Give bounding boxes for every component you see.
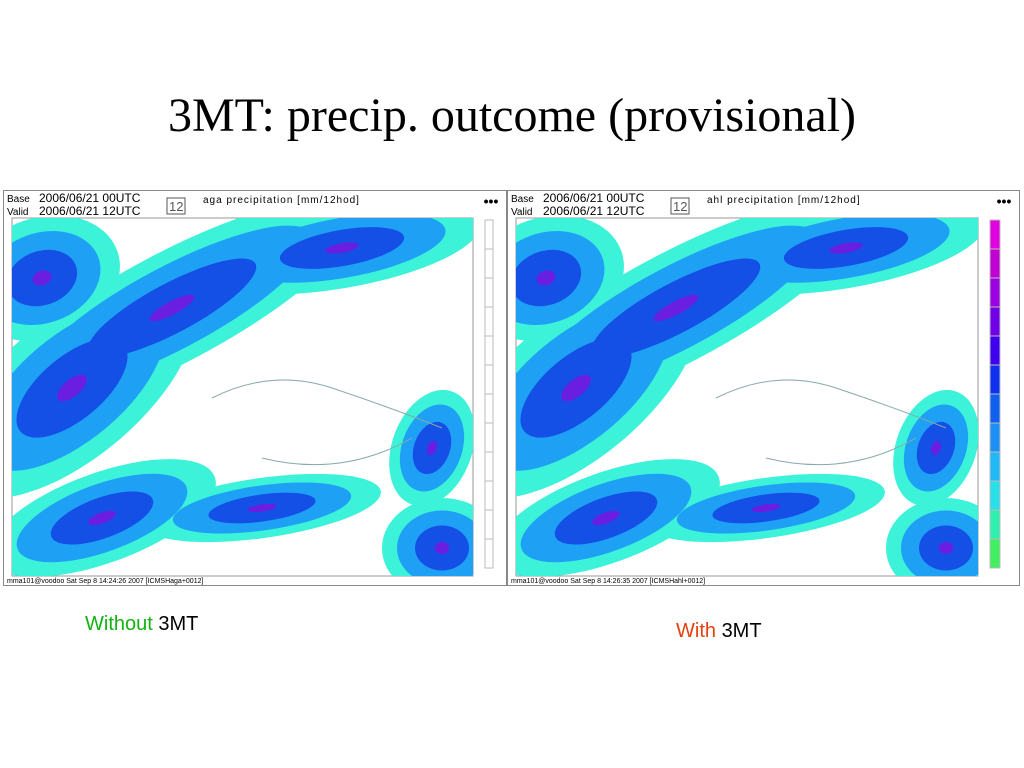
field-name: ahl precipitation [mm/12hod] [707,195,861,206]
field-name: aga precipitation [mm/12hod] [203,195,360,206]
legend-swatch [989,335,1001,366]
precip-contour [938,542,954,554]
legend-swatch [989,277,1001,308]
legend-swatch [989,451,1001,482]
base-label: Base [7,194,30,205]
legend-swatch [484,480,494,511]
legend-swatch [989,393,1001,424]
precip-contour [57,374,87,402]
precip-contour [592,510,620,526]
base-date: 2006/06/21 00UTC [39,191,141,205]
legend-swatch [484,219,494,250]
legend-swatch [484,393,494,424]
valid-date: 2006/06/21 12UTC [543,204,645,218]
precip-contour [930,441,942,455]
precip-contour [247,503,277,513]
legend-swatch [484,335,494,366]
precip-contour [561,374,591,402]
valid-label: Valid [7,207,29,218]
footer: mma101@voodoo Sat Sep 8 14:24:26 2007 [I… [7,578,203,585]
legend-swatch [989,306,1001,337]
legend-swatch [484,306,494,337]
caption-suffix: 3MT [158,613,199,635]
precip-field [12,218,473,576]
legend-swatch [484,248,494,279]
legend-swatch [989,538,1001,569]
footer: mma101@voodoo Sat Sep 8 14:26:35 2007 [I… [511,578,705,585]
caption-suffix: 3MT [721,620,762,642]
precip-contour [88,510,116,526]
legend-swatch [989,364,1001,395]
slide-title: 3MT: precip. outcome (provisional) [167,89,857,142]
precip-contour [751,503,781,513]
map-panel: Base 2006/06/21 00UTC Valid 2006/06/21 12UT… [3,190,507,586]
legend-swatch [484,422,494,453]
base-date: 2006/06/21 00UTC [543,191,645,205]
base-label: Base [511,194,534,205]
precip-contour [434,542,450,554]
legend-swatch [989,219,1001,250]
logo: ••• [484,193,499,209]
step-box [670,197,690,215]
legend-swatch [484,277,494,308]
precip-contour [653,294,699,322]
legend-swatch [484,509,494,540]
precip-contour [32,270,52,286]
caption: With 3MT [676,620,762,643]
caption-prefix: Without [85,613,153,635]
legend-swatch [484,364,494,395]
border-line [211,379,443,466]
legend-swatch [989,248,1001,279]
precip-contour [536,270,556,286]
caption: Without 3MT [85,613,198,636]
step: 12 [169,199,183,214]
legend-swatch [989,509,1001,540]
precip-contour [149,294,195,322]
precip-contour [829,242,863,254]
precip-contour [426,441,438,455]
step-box [166,197,186,215]
legend-swatch [989,422,1001,453]
valid-date: 2006/06/21 12UTC [39,204,141,218]
caption-prefix: With [676,620,716,642]
legend-swatch [484,451,494,482]
map-panel: Base 2006/06/21 00UTC Valid 2006/06/21 12UT… [507,190,1020,586]
step: 12 [673,199,687,214]
precip-field [516,218,978,576]
legend-swatch [989,480,1001,511]
logo: ••• [997,193,1012,209]
precip-contour [325,242,359,254]
valid-label: Valid [511,207,533,218]
border-line [715,379,947,466]
legend-swatch [484,538,494,569]
